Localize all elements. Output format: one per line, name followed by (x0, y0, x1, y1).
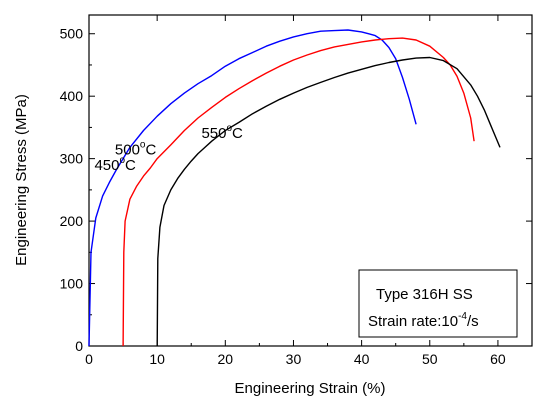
temperature-label-1: 450oC (94, 155, 136, 174)
temperature-unit: C (232, 125, 243, 142)
series-line-1 (88, 29, 417, 347)
temperature-unit: C (145, 141, 156, 158)
x-tick-label: 40 (354, 351, 370, 367)
x-tick-label: 50 (422, 351, 438, 367)
note-box-line-2-exponent: -4 (458, 311, 467, 322)
x-tick-label: 60 (490, 351, 506, 367)
x-tick-label: 0 (85, 351, 93, 367)
series-layer (88, 29, 501, 347)
series-line-2 (122, 37, 475, 347)
temperature-label-3: 550oC (201, 123, 243, 142)
y-axis-title: Engineering Stress (MPa) (13, 94, 30, 266)
degree-symbol: o (119, 155, 125, 166)
axis-ticks: 0 10 20 30 40 50 60 0 100 200 300 400 500 (60, 15, 532, 367)
degree-symbol: o (226, 123, 232, 134)
temperature-value: 450 (94, 157, 119, 174)
x-axis-title: Engineering Strain (%) (235, 380, 386, 397)
note-box-line-2: Strain rate:10-4/s (368, 311, 479, 330)
plot-frame (88, 14, 533, 347)
x-tick-label: 30 (286, 351, 302, 367)
y-tick-label: 100 (60, 276, 84, 292)
temperature-value: 550 (201, 125, 226, 142)
series-line-3 (156, 56, 501, 347)
note-box-line-2-suffix: /s (467, 313, 479, 330)
temperature-value: 500 (115, 141, 140, 158)
note-box-line-1: Type 316H SS (376, 286, 473, 303)
y-tick-label: 0 (75, 338, 83, 354)
x-tick-label: 20 (218, 351, 234, 367)
temperature-label-2: 500oC (115, 139, 157, 158)
note-box-line-2-prefix: Strain rate:10 (368, 313, 458, 330)
y-tick-label: 200 (60, 213, 84, 229)
note-box: Type 316H SS Strain rate:10-4/s (358, 269, 518, 338)
temperature-unit: C (125, 157, 136, 174)
degree-symbol: o (140, 139, 146, 150)
y-tick-label: 500 (60, 26, 84, 42)
y-tick-label: 400 (60, 88, 84, 104)
note-box-frame (358, 269, 518, 338)
x-tick-label: 10 (149, 351, 165, 367)
y-tick-label: 300 (60, 151, 84, 167)
